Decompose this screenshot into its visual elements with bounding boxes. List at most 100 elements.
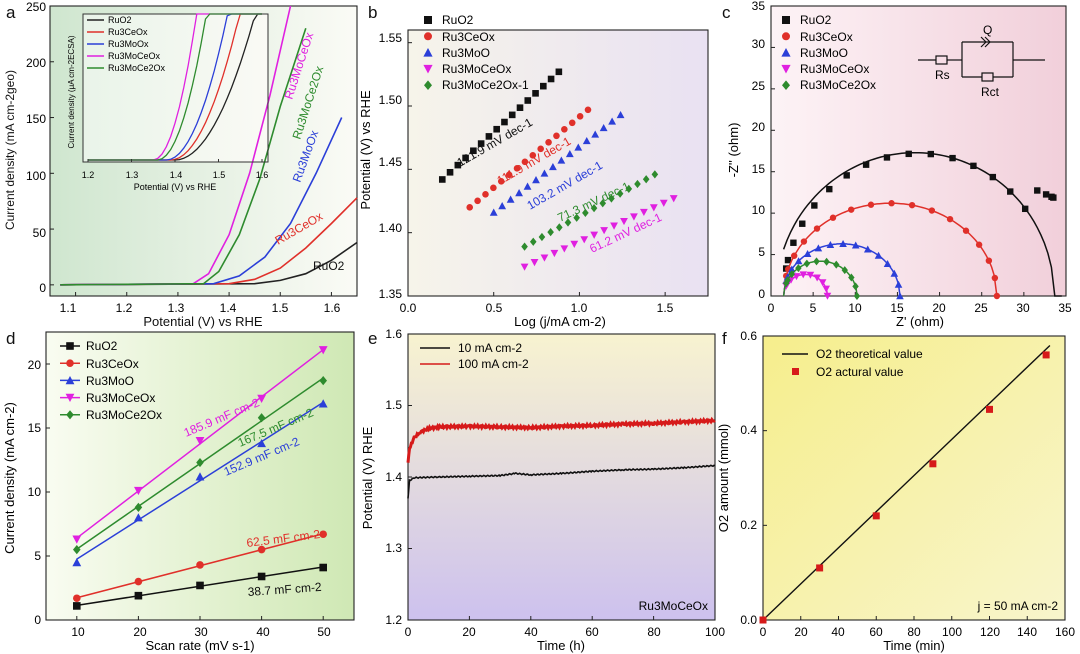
panel-c-ytick-6: 30: [752, 37, 766, 51]
panel-b-ylabel: Potential (V) vs RHE: [358, 90, 373, 210]
panel-b-point-0-5: [477, 140, 485, 147]
panel-f-actual-point-4: [986, 405, 993, 413]
panel-b-point-0-2: [454, 161, 462, 169]
panel-d-point-2-3: [257, 438, 266, 448]
panel-a-xtick-1: 1.2: [116, 301, 133, 315]
panel-b-point-0-6: [485, 133, 493, 140]
panel-b-axes-frame: [407, 29, 709, 297]
panel-f-actual-point-1: [816, 564, 824, 572]
panel-c-point-1-16: [993, 292, 1001, 300]
panel-b-legend-marker-2: [423, 48, 433, 57]
panel-b-xlabel: Log (j/mA cm-2): [514, 314, 606, 329]
panel-b-point-1-10: [545, 139, 552, 146]
panel-f-xtick-2: 40: [831, 625, 845, 639]
panel-a-series-line-1: [60, 197, 358, 286]
panel-b-point-1-12: [561, 126, 568, 133]
panel-c-point-1-15: [991, 274, 999, 282]
panel-d-point-4-0: [73, 545, 81, 555]
panel-a-xtick-3: 1.4: [220, 301, 237, 315]
panel-b-point-0-3: [462, 154, 469, 162]
panel-a-ytick-1: 50: [33, 226, 47, 240]
panel-d-point-0-0: [73, 602, 81, 610]
panel-e-ytick-2: 1.4: [385, 470, 402, 484]
panel-b-point-1-4: [497, 178, 505, 185]
panel-b-point-0-7: [493, 125, 500, 133]
panel-d-xtick-2: 30: [194, 625, 208, 639]
panel-c-point-0-9: [905, 150, 912, 158]
panel-b-point-2-12: [591, 130, 600, 138]
panel-c-point-0-10: [927, 150, 934, 158]
panel-e-corner-label: Ru3MoCeOx: [639, 599, 708, 613]
panel-a-xtick-4: 1.5: [272, 301, 289, 315]
data-layer: [45, 5, 1067, 624]
inset-legend-4: Ru3MoCe2Ox: [108, 63, 166, 73]
panel-c-point-2-11: [883, 259, 892, 267]
panel-c-point-0-14: [1007, 188, 1014, 195]
panel-c-point-0-6: [843, 172, 850, 179]
panel-c-ytick-4: 20: [752, 120, 766, 134]
panel-f-ytick-2: 0.4: [740, 423, 757, 437]
panel-b-legend-4: Ru3MoCe2Ox-1: [442, 78, 529, 92]
panel-f-label: f: [722, 329, 727, 348]
panel-b-point-3-14: [659, 199, 668, 207]
panel-f-ytick-0: 0.0: [740, 613, 757, 627]
panel-e-xlabel: Time (h): [537, 638, 585, 653]
panel-c-point-4-5: [813, 257, 820, 266]
panel-b-point-0-14: [547, 75, 555, 83]
panel-b-point-3-7: [590, 231, 599, 239]
panel-a-ytick-0: 0: [39, 281, 46, 295]
panel-e-xtick-1: 20: [462, 625, 476, 639]
panel-b-point-0-11: [524, 97, 532, 104]
panel-f-xtick-6: 120: [980, 625, 1000, 639]
panel-b-point-2-6: [540, 169, 549, 177]
panel-f-xtick-5: 100: [942, 625, 962, 639]
panel-b-point-0-10: [516, 104, 524, 111]
panel-c-label: c: [722, 3, 731, 22]
panel-c-xtick-5: 25: [974, 301, 988, 315]
panel-c-point-0-8: [883, 154, 891, 161]
panel-d-point-2-1: [134, 513, 143, 522]
panel-b-point-2-3: [515, 188, 523, 197]
panel-c-point-1-9: [908, 201, 916, 209]
panel-d-point-3-3: [257, 394, 266, 403]
panel-c-point-0-1: [784, 256, 792, 264]
panel-c-point-0-19: [1050, 194, 1057, 201]
panel-e-label: e: [368, 329, 377, 348]
panel-b-point-4-11: [616, 189, 624, 198]
panel-b-point-3-4: [560, 245, 569, 253]
panel-c-point-3-5: [806, 271, 815, 279]
panel-b-point-1-8: [529, 152, 537, 159]
panel-f-xtick-1: 20: [794, 625, 808, 639]
panel-c-point-0-16: [1034, 187, 1041, 194]
panel-c-ytick-3: 15: [752, 162, 766, 176]
panel-c-xtick-7: 35: [1058, 301, 1072, 315]
panel-c-point-1-13: [975, 241, 983, 248]
panel-b-point-4-4: [556, 223, 563, 232]
panel-b-xtick-1: 0.5: [486, 301, 503, 315]
panel-b-point-2-1: [498, 201, 507, 210]
panel-c-xtick-4: 20: [932, 301, 946, 315]
panel-c-point-1-10: [928, 207, 936, 214]
panel-f-xtick-8: 160: [1055, 625, 1075, 639]
panel-f: f Time (min) O2 amount (mmol) 0 20 40 60…: [716, 329, 1075, 653]
panel-d-legend-marker-4: [66, 410, 74, 420]
panel-d-xtick-3: 40: [256, 625, 270, 639]
panel-a-xtick-5: 1.6: [324, 301, 341, 315]
panel-b-point-2-0: [489, 208, 498, 216]
panel-e-xtick-3: 60: [585, 625, 599, 639]
panel-c-point-1-8: [888, 200, 895, 207]
panel-b-xtick-0: 0.0: [400, 301, 417, 315]
panel-b-point-4-9: [599, 199, 607, 208]
panel-f-actual-point-0: [759, 616, 767, 624]
panel-c-point-0-11: [949, 154, 956, 162]
panel-c-point-4-7: [833, 260, 840, 269]
panel-b-point-0-12: [532, 90, 539, 97]
panel-b-point-4-0: [521, 242, 528, 251]
panel-c-xtick-2: 10: [848, 301, 862, 315]
panel-c-legend-0: RuO2: [800, 13, 832, 27]
panel-c-point-0-17: [1042, 191, 1050, 198]
inset-a-background: [83, 14, 268, 162]
panel-d-point-4-4: [319, 376, 327, 386]
panel-f-legend: O2 theoretical value O2 actural value: [782, 347, 923, 379]
